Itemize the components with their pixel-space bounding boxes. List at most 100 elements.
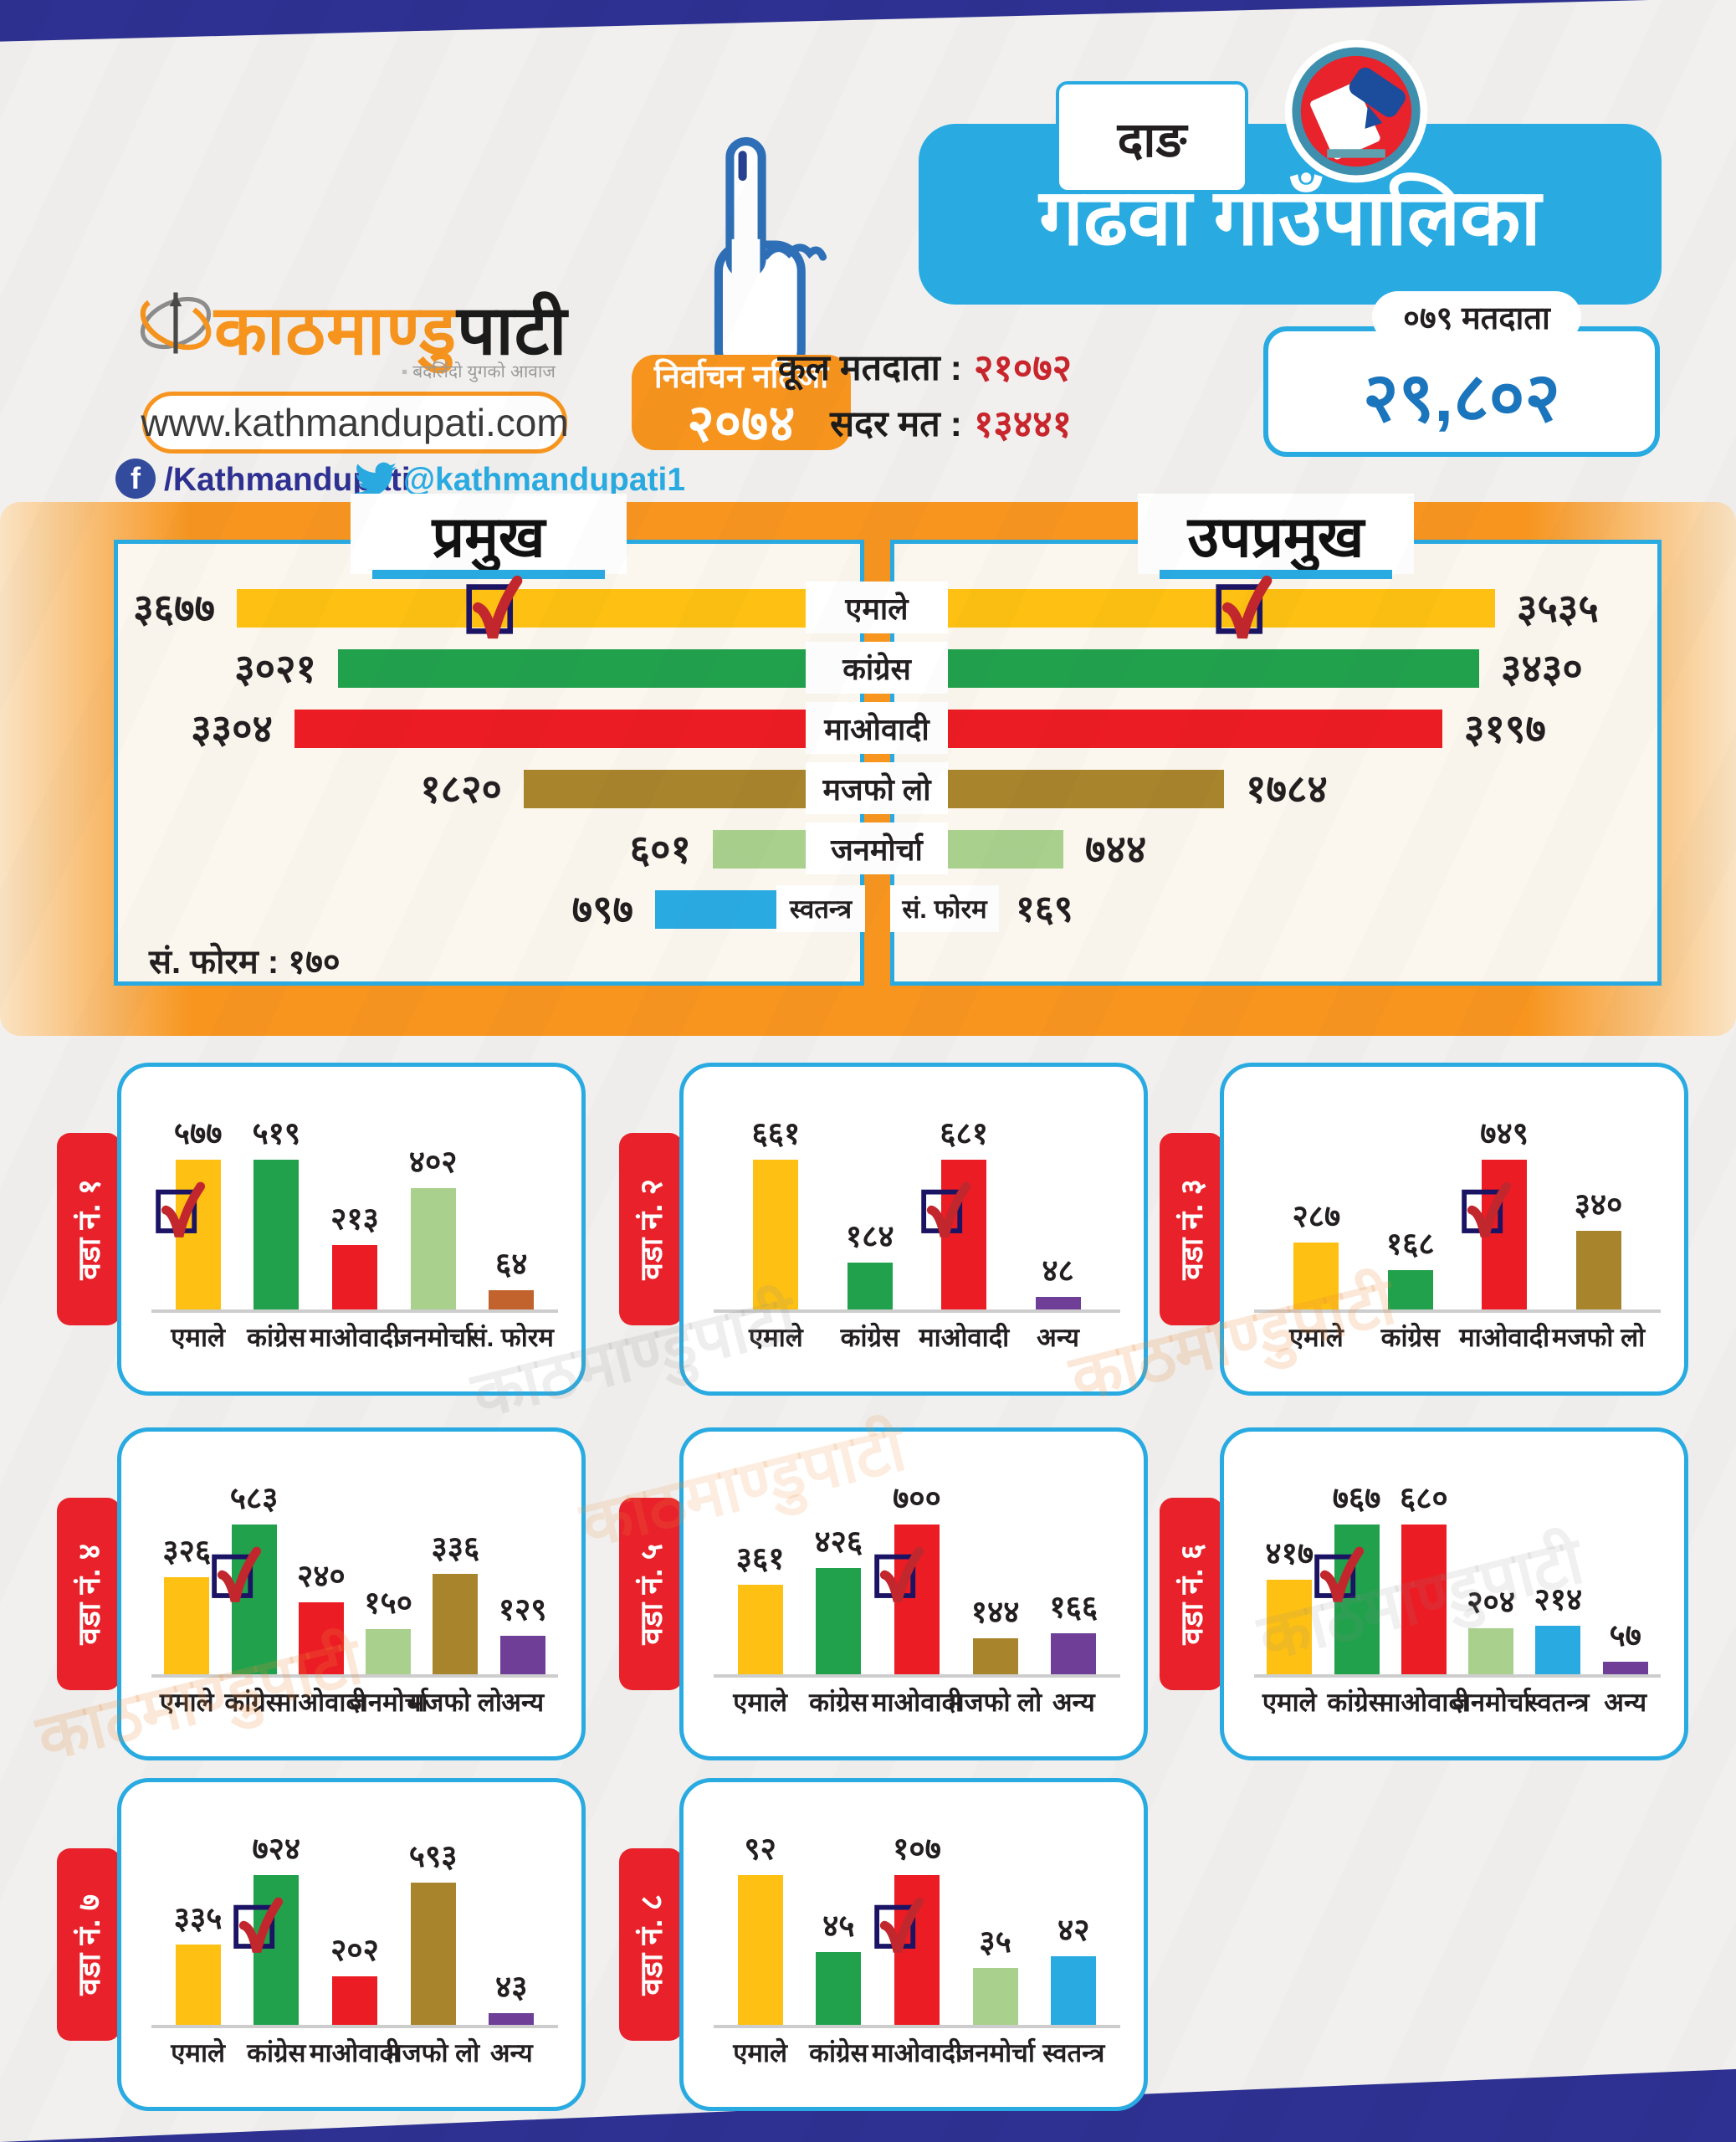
bar-value: ७०० bbox=[893, 1481, 941, 1515]
ward-label-tab: वडा नं. ५ bbox=[619, 1498, 683, 1690]
ward-bar-column: ५७ अन्य bbox=[1594, 1475, 1657, 1717]
chief-bar bbox=[713, 830, 806, 869]
party-label: स्वतन्त्र bbox=[776, 885, 865, 932]
bar bbox=[410, 1188, 456, 1309]
bar-party-label: अन्य bbox=[489, 2038, 533, 2068]
bar bbox=[847, 1263, 893, 1309]
ward-name: वडा नं. २ bbox=[633, 1178, 668, 1280]
chief-footnote: सं. फोरम : १७० bbox=[149, 944, 341, 981]
bar-party-label: माओवादी bbox=[1378, 1688, 1469, 1717]
ward-bar-column: २०२ माओवादी bbox=[310, 1826, 400, 2068]
winner-check-icon bbox=[873, 1893, 924, 1959]
voter-stats: कूल मतदाता : २१०७२ सदर मत : १३४४१ bbox=[711, 341, 1146, 448]
bar-party-label: जनमोर्चा bbox=[955, 2038, 1035, 2068]
bar-party-label: एमाले bbox=[749, 1323, 803, 1352]
bar-value: ५७७ bbox=[173, 1116, 223, 1150]
bar-party-label: कांग्रेस bbox=[809, 2038, 868, 2068]
ward-chart: ६६१ एमाले १८४ कांग्रेस ६८१ माओवादी ४८ अन्य bbox=[714, 1110, 1120, 1352]
ward-bar-column: ४८ अन्य bbox=[1027, 1110, 1090, 1352]
valid-votes-value: १३४४१ bbox=[974, 402, 1073, 445]
chief-value: ३०२१ bbox=[234, 646, 316, 690]
ward-bar-column: ६८० माओवादी bbox=[1379, 1475, 1469, 1717]
ward-bar-column: ४२ स्वतन्त्र bbox=[1042, 1826, 1105, 2068]
party-label: मजफो लो bbox=[806, 762, 948, 814]
brand-logo: काठमाण्डुपाटी bbox=[214, 281, 567, 375]
chief-value: ६०१ bbox=[629, 827, 691, 871]
ward-bar-column: २८७ एमाले bbox=[1284, 1110, 1348, 1352]
bar-value: ३३६ bbox=[431, 1530, 480, 1565]
bar-party-label: अन्य bbox=[1052, 1688, 1095, 1717]
valid-votes-label: सदर मत : bbox=[830, 404, 962, 444]
bar-value: ७६७ bbox=[1332, 1481, 1381, 1515]
ward-bar-column: ५९३ मजफो लो bbox=[387, 1826, 479, 2068]
ward-bar-column: ३४० मजफो लो bbox=[1552, 1110, 1645, 1352]
ward-bar-column: १५० जनमोर्चा bbox=[349, 1475, 428, 1717]
ward-label-tab: वडा नं. २ bbox=[619, 1133, 683, 1325]
bar bbox=[1051, 1633, 1097, 1674]
bar-value: ६८१ bbox=[940, 1116, 989, 1150]
chief-bar bbox=[655, 890, 778, 929]
website-link[interactable]: www.kathmandupati.com bbox=[141, 392, 569, 454]
ward-bar-column: १०७ माओवादी bbox=[872, 1826, 962, 2068]
bar-value: २०२ bbox=[330, 1933, 379, 1967]
ward-bar-column: ९२ एमाले bbox=[729, 1826, 792, 2068]
ward-name: वडा नं. ८ bbox=[633, 1893, 668, 1996]
deputy-value: ३५३५ bbox=[1517, 586, 1599, 630]
bar-party-label: माओवादी bbox=[1459, 1323, 1550, 1352]
deputy-bar bbox=[948, 830, 1063, 869]
bar bbox=[366, 1629, 412, 1674]
chief-value: ३३०४ bbox=[191, 706, 273, 751]
ward-label-tab: वडा नं. ६ bbox=[1160, 1498, 1223, 1690]
brand-logo-part1: काठमाण्डु bbox=[214, 293, 457, 369]
bar-value: ३४० bbox=[1574, 1187, 1623, 1222]
bar-value: १५० bbox=[364, 1586, 412, 1620]
bar bbox=[253, 1160, 300, 1309]
ward-name: वडा नं. ७ bbox=[71, 1893, 106, 1996]
ward-bar-column: ५१९ कांग्रेस bbox=[244, 1110, 308, 1352]
bar bbox=[331, 1245, 377, 1309]
bar-value: २१३ bbox=[330, 1202, 379, 1236]
bar-party-label: माओवादी bbox=[871, 1688, 962, 1717]
result-row-मजफो लो: १८२० १७८४ मजफो लो bbox=[0, 762, 1736, 814]
bar-party-label: स्वतन्त्र bbox=[1042, 2038, 1105, 2068]
ward-bar-column: १४४ मजफो लो bbox=[949, 1475, 1042, 1717]
bar-value: ४०२ bbox=[408, 1145, 458, 1179]
ward-bar-column: २४० माओवादी bbox=[276, 1475, 366, 1717]
result-year: २०७४ bbox=[687, 395, 796, 453]
ward-label-tab: वडा नं. ७ bbox=[57, 1848, 120, 2041]
bar bbox=[1267, 1580, 1313, 1674]
ward-bar-column: १८४ कांग्रेस bbox=[838, 1110, 902, 1352]
bar-value: ९२ bbox=[744, 1832, 776, 1866]
ward-bar-column: १६८ कांग्रेस bbox=[1379, 1110, 1442, 1352]
ward-bar-column: ५७७ एमाले bbox=[155, 1110, 230, 1352]
bar bbox=[1401, 1525, 1447, 1674]
ward-label-tab: वडा नं. ८ bbox=[619, 1848, 683, 2041]
bar-party-label: एमाले bbox=[159, 1688, 214, 1717]
bar-party-label: माओवादी bbox=[309, 1323, 400, 1352]
bar-party-label: एमाले bbox=[171, 1323, 226, 1352]
ward-bar-column: ४५ कांग्रेस bbox=[807, 1826, 870, 2068]
bar bbox=[816, 1952, 862, 2025]
bar bbox=[1035, 1297, 1081, 1309]
ward-bar-column: २१३ माओवादी bbox=[310, 1110, 400, 1352]
bar-party-label: कांग्रेस bbox=[1380, 1323, 1440, 1352]
winner-check-icon bbox=[211, 1543, 261, 1608]
bar-value: ३३५ bbox=[173, 1901, 223, 1935]
bar bbox=[816, 1568, 862, 1674]
bar-value: २४० bbox=[296, 1559, 346, 1593]
bar-party-label: कांग्रेस bbox=[224, 1688, 284, 1717]
district-badge: दाङ bbox=[1056, 81, 1248, 193]
bar-party-label: मजफो लो bbox=[949, 1688, 1042, 1717]
bar bbox=[753, 1160, 799, 1309]
bar bbox=[489, 2013, 535, 2025]
total-voters-label: कूल मतदाता : bbox=[777, 348, 962, 388]
bar-party-label: एमाले bbox=[733, 2038, 788, 2068]
ward-label-tab: वडा नं. ३ bbox=[1160, 1133, 1223, 1325]
ward-bar-column: ३६१ एमाले bbox=[729, 1475, 792, 1717]
twitter-handle[interactable]: @kathmandupati1 bbox=[403, 462, 686, 498]
bar bbox=[972, 1968, 1018, 2025]
bar bbox=[1293, 1243, 1339, 1309]
deputy-bar bbox=[948, 770, 1224, 808]
bar-value: ४५ bbox=[822, 1909, 855, 1943]
bar-value: १०७ bbox=[893, 1832, 941, 1866]
